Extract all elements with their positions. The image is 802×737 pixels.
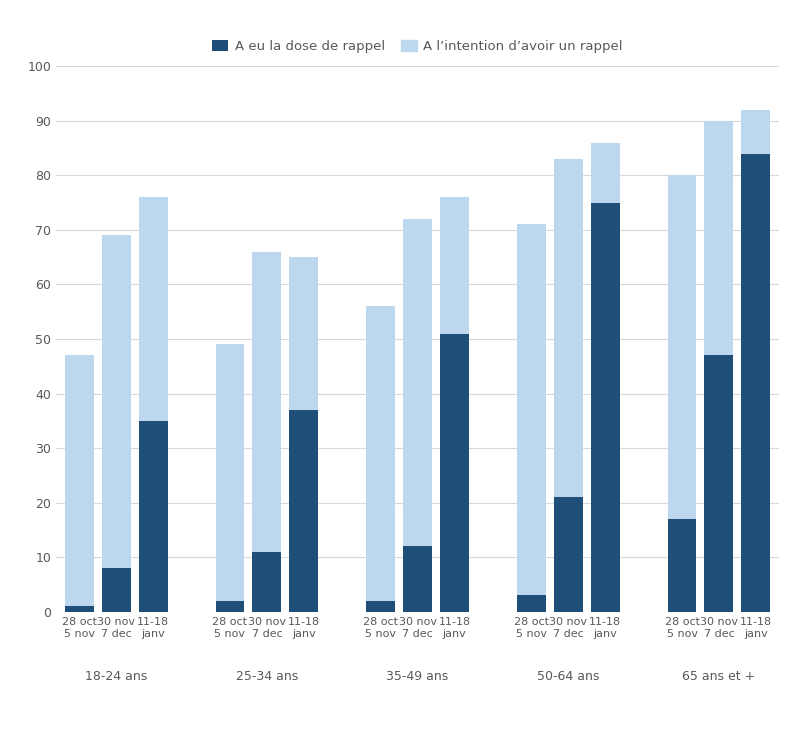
Bar — [553, 159, 582, 497]
Bar — [703, 121, 732, 355]
Bar — [439, 334, 468, 612]
Text: 35-49 ans: 35-49 ans — [386, 670, 448, 683]
Bar — [590, 143, 619, 203]
Text: 25-34 ans: 25-34 ans — [236, 670, 298, 683]
Bar — [516, 225, 545, 595]
Bar — [252, 552, 281, 612]
Bar — [366, 307, 395, 601]
Bar — [65, 355, 94, 607]
Bar — [139, 198, 168, 421]
Bar — [102, 235, 131, 568]
Bar — [553, 497, 582, 612]
Bar — [740, 110, 769, 153]
Bar — [403, 219, 431, 546]
Bar — [289, 410, 318, 612]
Bar — [740, 153, 769, 612]
Bar — [215, 344, 244, 601]
Bar — [590, 203, 619, 612]
Bar — [289, 257, 318, 410]
Bar — [252, 252, 281, 552]
Bar — [703, 355, 732, 612]
Bar — [403, 546, 431, 612]
Bar — [215, 601, 244, 612]
Bar — [516, 595, 545, 612]
Bar — [102, 568, 131, 612]
Bar — [666, 519, 695, 612]
Text: 65 ans et +: 65 ans et + — [682, 670, 755, 683]
Legend: A eu la dose de rappel, A l’intention d’avoir un rappel: A eu la dose de rappel, A l’intention d’… — [207, 35, 627, 58]
Text: 18-24 ans: 18-24 ans — [85, 670, 147, 683]
Bar — [439, 198, 468, 334]
Bar — [139, 421, 168, 612]
Bar — [666, 175, 695, 519]
Bar — [65, 607, 94, 612]
Text: 50-64 ans: 50-64 ans — [537, 670, 598, 683]
Bar — [366, 601, 395, 612]
